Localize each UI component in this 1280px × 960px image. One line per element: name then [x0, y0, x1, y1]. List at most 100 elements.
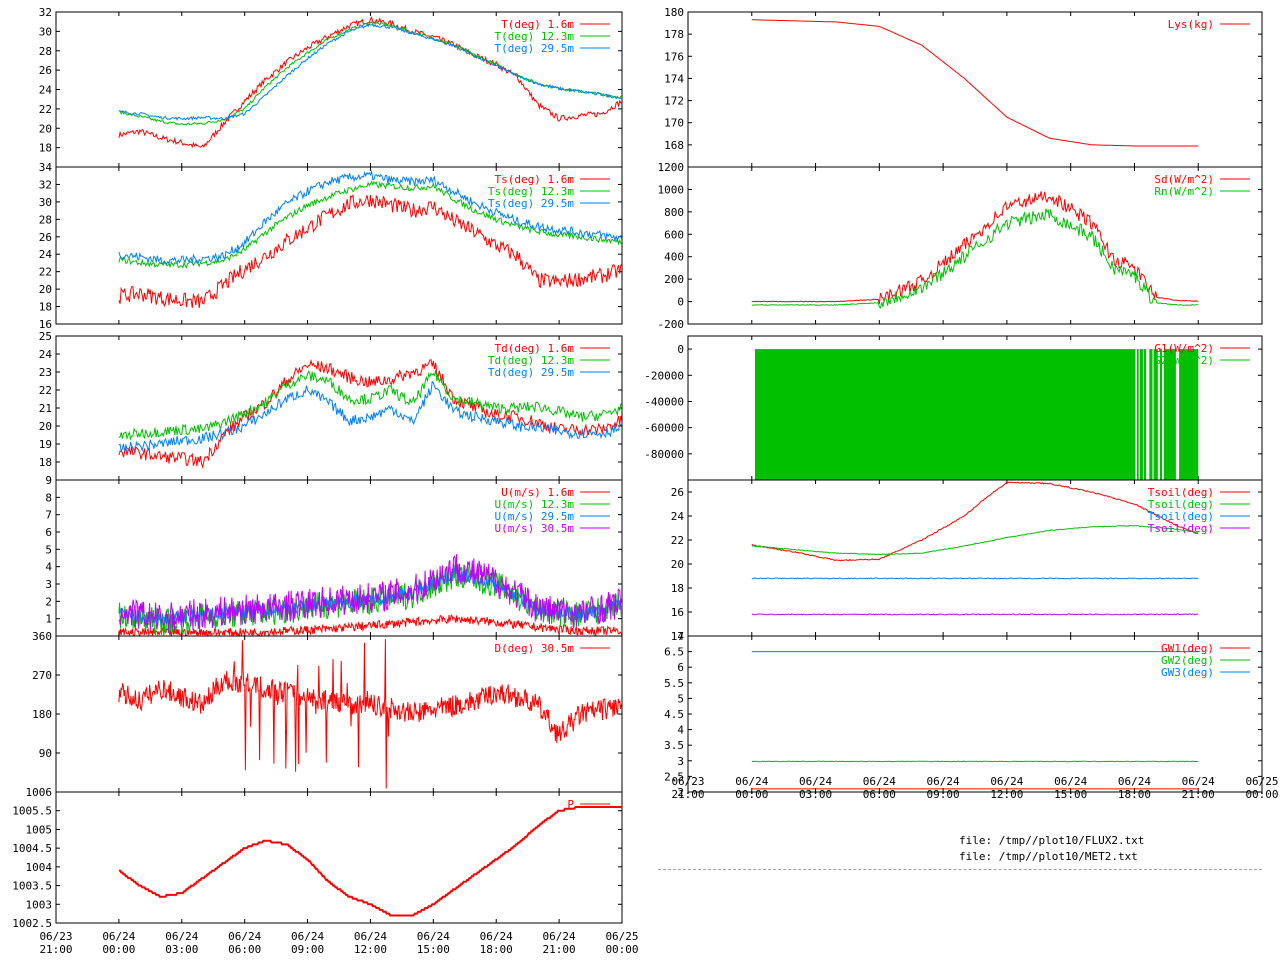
- legend-label: Td(deg) 29.5m: [488, 366, 574, 379]
- y-tick-label: 172: [664, 95, 684, 108]
- y-tick-label: 25: [39, 330, 52, 343]
- legend-label: Td(deg) 1.6m: [495, 342, 575, 355]
- y-tick-label: 18: [39, 142, 52, 155]
- y-tick-label: 0: [677, 343, 684, 356]
- y-tick-label: 2: [45, 595, 52, 608]
- left-x-time-label: 15:00: [417, 943, 450, 956]
- right-x-date-label: 06/25: [1245, 775, 1278, 788]
- legend-label: U(m/s) 30.5m: [495, 522, 575, 535]
- plot-area: [118, 358, 622, 470]
- chart-ground-heat: -80000 -60000 -40000 -20000 0 G1(W/m^2)G2(W/m…: [644, 335, 1263, 481]
- y-tick-label: 174: [664, 72, 684, 85]
- y-tick-label: 24: [671, 510, 685, 523]
- legend-label: T(deg) 29.5m: [495, 42, 575, 55]
- right-x-date-label: 06/24: [1054, 775, 1087, 788]
- y-tick-label: -80000: [644, 448, 684, 461]
- right-x-date-label: 06/24: [1182, 775, 1215, 788]
- y-tick-label: 1003: [26, 898, 53, 911]
- legend-label: Tsoil(deg): [1148, 498, 1214, 511]
- legend-label: U(m/s) 12.3m: [495, 498, 575, 511]
- y-tick-label: 180: [32, 708, 52, 721]
- y-tick-label: 7: [677, 630, 684, 643]
- y-tick-label: -40000: [644, 395, 684, 408]
- y-tick-label: 170: [664, 117, 684, 130]
- y-tick-label: 0: [677, 296, 684, 309]
- right-x-date-label: 06/24: [1118, 775, 1151, 788]
- legend-label: Ts(deg) 12.3m: [488, 185, 574, 198]
- left-x-date-label: 06/24: [228, 930, 261, 943]
- y-tick-label: 3.5: [664, 739, 684, 752]
- legend-label: G1(W/m^2): [1154, 342, 1214, 355]
- plot-frame: [687, 11, 1263, 168]
- right-x-time-label: 21:00: [671, 788, 704, 801]
- y-tick-label: 1000: [658, 183, 685, 196]
- series-line-red: [751, 481, 1199, 562]
- y-tick-label: -20000: [644, 369, 684, 382]
- y-tick-label: 4: [677, 724, 684, 737]
- left-x-time-label: 09:00: [291, 943, 324, 956]
- plot-area: [118, 16, 622, 149]
- separator-line: [658, 869, 1262, 870]
- y-tick-label: -200: [658, 318, 685, 331]
- left-x-date-label: 06/24: [480, 930, 513, 943]
- plot-area: [118, 806, 622, 917]
- right-x-time-label: 03:00: [799, 788, 832, 801]
- y-tick-label: 5: [45, 543, 52, 556]
- y-tick-label: 176: [664, 50, 684, 63]
- legend-label: Sd(W/m^2): [1154, 173, 1214, 186]
- legend-label: U(m/s) 1.6m: [501, 486, 574, 499]
- y-tick-label: 6: [677, 661, 684, 674]
- series-line-blue: [118, 169, 622, 265]
- left-x-time-label: 00:00: [605, 943, 638, 956]
- y-tick-label: 26: [39, 64, 52, 77]
- left-x-date-label: 06/24: [543, 930, 576, 943]
- legend-label: Ts(deg) 29.5m: [488, 197, 574, 210]
- series-line-green: [118, 180, 622, 269]
- y-tick-label: 22: [671, 534, 684, 547]
- area-gap: [1152, 349, 1154, 480]
- right-x-date-label: 06/24: [990, 775, 1023, 788]
- series-line-red: [751, 191, 1199, 305]
- legend-label: G2(W/m^2): [1154, 354, 1214, 367]
- y-tick-label: 5: [677, 692, 684, 705]
- plot-area: [118, 169, 622, 309]
- y-tick-label: 3: [45, 578, 52, 591]
- series-line-magenta: [751, 613, 1199, 616]
- plot-area: [118, 639, 622, 789]
- y-tick-label: 16: [39, 318, 52, 331]
- chart-lysimeter: 168 170 172 174 176 178 180 Lys(kg): [664, 6, 1263, 168]
- y-tick-label: 168: [664, 139, 684, 152]
- chart-air-temp: 18 20 22 24 26 28 30 32 T(deg) 1.6mT(deg) 12.3mT…: [39, 6, 623, 168]
- y-tick-label: 30: [39, 196, 52, 209]
- right-x-time-label: 21:00: [1182, 788, 1215, 801]
- series-line-red: [118, 193, 622, 309]
- y-tick-label: 20: [671, 558, 684, 571]
- y-tick-label: 8: [45, 491, 52, 504]
- y-tick-label: 4: [45, 561, 52, 574]
- y-tick-label: 18: [671, 582, 684, 595]
- series-line-green: [118, 369, 622, 441]
- legend-label: Rn(W/m^2): [1154, 185, 1214, 198]
- y-tick-label: 18: [39, 301, 52, 314]
- legend-label: GW3(deg): [1161, 666, 1214, 679]
- y-tick-label: 24: [39, 84, 53, 97]
- y-tick-label: 360: [32, 630, 52, 643]
- series-line-blue: [118, 567, 622, 626]
- y-tick-label: 1200: [658, 161, 685, 174]
- y-tick-label: 1004.5: [12, 842, 52, 855]
- y-tick-label: 28: [39, 213, 52, 226]
- plot-area: [751, 191, 1199, 309]
- y-tick-label: 6: [45, 526, 52, 539]
- y-tick-label: 19: [39, 438, 52, 451]
- y-tick-label: -60000: [644, 422, 684, 435]
- y-tick-label: 2.5: [664, 770, 684, 783]
- series-line-green: [751, 760, 1199, 763]
- y-tick-label: 22: [39, 103, 52, 116]
- y-tick-label: 20: [39, 122, 52, 135]
- left-x-time-label: 21:00: [543, 943, 576, 956]
- plot-area: [751, 481, 1199, 616]
- area-gap: [1135, 349, 1137, 480]
- y-tick-label: 1003.5: [12, 880, 52, 893]
